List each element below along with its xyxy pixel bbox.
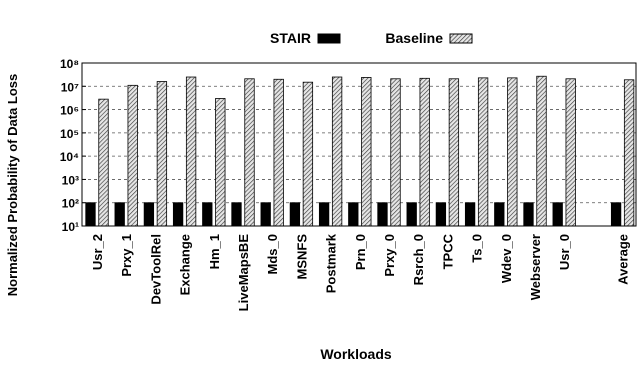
x-tick-label: Rsrch_0 xyxy=(411,234,426,285)
legend-label-baseline: Baseline xyxy=(385,30,443,46)
x-tick-label: Postmark xyxy=(324,233,339,293)
bar-baseline-mds_0 xyxy=(273,78,284,227)
x-tick-label: Wdev_0 xyxy=(499,234,514,283)
bar-baseline-wdev_0 xyxy=(507,77,518,227)
legend-swatch-stair xyxy=(317,33,341,44)
bar-stair-tpcc xyxy=(435,202,447,227)
x-tick-label: LiveMapsBE xyxy=(236,234,251,312)
bar-stair-prn_0 xyxy=(348,202,359,227)
y-tick-label: 10⁶ xyxy=(60,104,79,118)
bar-baseline-postmark xyxy=(331,76,343,227)
y-tick-label: 10³ xyxy=(62,173,79,187)
bar-stair-hm_1 xyxy=(202,202,213,227)
plot-frame xyxy=(81,62,637,227)
x-tick-label: Usr_0 xyxy=(557,234,572,270)
bar-stair-rsrch_0 xyxy=(406,202,417,227)
x-tick-label: Webserver xyxy=(528,234,543,300)
x-tick-labels: Usr_2 Prxy_1 DevToolRel Exchange Hm_1 LiveMap… xyxy=(90,233,631,311)
y-tick-label: 10² xyxy=(62,197,79,211)
bar-baseline-rsrch_0 xyxy=(419,77,430,227)
bar-stair-prxy_0 xyxy=(377,202,388,227)
x-tick-label: TPCC xyxy=(440,233,455,269)
bar-baseline-ts_0 xyxy=(477,77,489,227)
bar-stair-webserver xyxy=(523,202,534,227)
bar-baseline-webserver xyxy=(536,75,547,227)
bar-baseline-msnfs xyxy=(302,81,314,227)
bar-stair-usr_2 xyxy=(85,202,96,227)
y-tick-label: 10⁸ xyxy=(60,57,79,71)
x-tick-label: Usr_2 xyxy=(90,234,105,270)
bar-baseline-usr_2 xyxy=(98,98,109,227)
y-axis-label: Normalized Probability of Data Loss xyxy=(5,74,20,297)
y-tick-label: 10⁷ xyxy=(61,80,79,94)
y-tick-label: 10⁵ xyxy=(60,127,79,141)
bar-stair-livemapsbe xyxy=(231,202,242,227)
x-axis-label: Workloads xyxy=(320,346,392,362)
bar-stair-usr_0 xyxy=(552,202,563,227)
legend-swatch-baseline xyxy=(449,33,473,44)
bar-baseline-exchange xyxy=(185,76,197,227)
bar-stair-exchange xyxy=(172,202,184,227)
bar-baseline-livemapsbe xyxy=(244,78,255,227)
bar-baseline-tpcc xyxy=(448,78,460,227)
bar-baseline-prxy_1 xyxy=(127,84,138,227)
bar-stair-prxy_1 xyxy=(114,202,125,227)
bar-stair-wdev_0 xyxy=(494,202,505,227)
y-tick-label: 10¹ xyxy=(62,220,79,234)
x-tick-label: Prn_0 xyxy=(353,234,368,270)
x-tick-label: Average xyxy=(616,234,631,285)
x-tick-label: Ts_0 xyxy=(470,234,485,263)
bar-stair-average xyxy=(610,202,622,227)
y-tick-label: 10⁴ xyxy=(60,150,79,164)
bar-stair-mds_0 xyxy=(260,202,271,227)
bar-baseline-usr_0 xyxy=(565,78,576,227)
bar-baseline-hm_1 xyxy=(215,98,226,227)
x-tick-label: DevToolRel xyxy=(148,234,163,305)
bar-stair-postmark xyxy=(318,202,330,227)
x-tick-label: Prxy_0 xyxy=(382,234,397,277)
x-tick-label: MSNFS xyxy=(294,234,309,280)
legend: STAIR Baseline xyxy=(270,30,473,46)
legend-label-stair: STAIR xyxy=(270,30,311,46)
bar-baseline-prn_0 xyxy=(361,77,372,227)
x-tick-label: Mds_0 xyxy=(265,234,280,274)
y-tick-labels: 10¹ 10² 10³ 10⁴ 10⁵ 10⁶ 10⁷ 10⁸ xyxy=(60,57,86,234)
bars xyxy=(85,75,635,227)
bar-stair-ts_0 xyxy=(464,202,476,227)
x-tick-label: Exchange xyxy=(178,234,193,295)
bar-baseline-prxy_0 xyxy=(390,78,401,227)
bar-stair-msnfs xyxy=(289,202,301,227)
x-tick-label: Prxy_1 xyxy=(119,234,134,277)
bar-baseline-average xyxy=(623,79,635,227)
bar-baseline-devtoolrel xyxy=(156,81,168,227)
bar-stair-devtoolrel xyxy=(143,202,155,227)
x-tick-label: Hm_1 xyxy=(207,234,222,269)
